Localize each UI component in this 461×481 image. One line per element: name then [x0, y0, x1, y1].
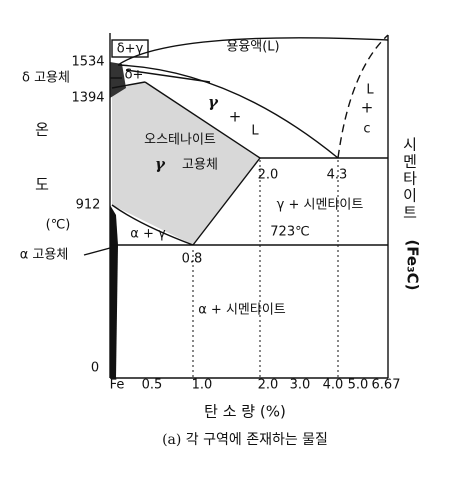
right-cementite-3: 이	[403, 187, 417, 205]
left-do: 도	[35, 176, 49, 194]
top-curve	[117, 37, 389, 66]
regions-l-c-1: +	[361, 99, 374, 117]
left-alpha-solid: α 고용체	[20, 248, 69, 263]
liquidus	[117, 64, 339, 159]
regions-austenite: 오스테나이트	[144, 133, 216, 148]
alpha-region	[110, 205, 118, 378]
acm-line	[192, 157, 261, 246]
guides	[192, 160, 339, 378]
solidus	[144, 81, 261, 159]
austenite-region	[112, 82, 260, 245]
points-t-723: 723℃	[270, 225, 309, 240]
points-c-2-0: 2.0	[258, 168, 279, 183]
regions-gamma-cementite: γ + 시멘타이트	[277, 198, 364, 213]
alpha-arrow	[83, 247, 111, 256]
left-t-1394: 1394	[71, 91, 104, 106]
x-ticks-5: 4.0	[323, 378, 344, 393]
frame	[83, 33, 389, 379]
x-ticks-3: 2.0	[258, 378, 279, 393]
regions-alpha-gamma: α + γ	[130, 227, 166, 242]
right-cementite-1: 멘	[403, 153, 417, 171]
x-ticks-4: 3.0	[290, 378, 311, 393]
x-ticks-1: 0.5	[142, 378, 163, 393]
regions-alpha-cementite: α + 시멘타이트	[198, 303, 286, 318]
delta-region	[110, 62, 126, 98]
points-c-4-3: 4.3	[327, 168, 348, 183]
left-t-0: 0	[91, 361, 99, 376]
a3-line	[111, 204, 194, 246]
right-cementite-0: 시	[403, 136, 417, 154]
right-cementite-4: 트	[403, 204, 417, 222]
points-c-0-8: 0.8	[182, 252, 203, 267]
regions-delta-plus: δ+	[125, 68, 144, 83]
delta-gamma-box	[111, 39, 149, 58]
x-title: 탄 소 량 (%)	[204, 403, 286, 421]
cementite-liquidus	[337, 34, 389, 159]
right-cementite-2: 타	[403, 170, 417, 188]
left-t-1534: 1534	[71, 55, 104, 70]
left-unit: (℃)	[46, 218, 71, 233]
regions-liquid: 용융액(L)	[226, 40, 279, 55]
regions-gamma-solid-0: γ	[155, 155, 166, 173]
regions-l-c-2: c	[363, 122, 370, 137]
x-ticks-7: 6.67	[372, 378, 401, 393]
x-ticks-0: Fe	[110, 378, 125, 393]
left-on: 온	[35, 121, 49, 139]
regions-gamma-solid-1: 고용체	[182, 158, 218, 173]
caption: (a) 각 구역에 존재하는 물질	[162, 432, 328, 448]
regions-gamma-l-2: L	[251, 124, 259, 139]
regions-delta-gamma: δ+γ	[117, 42, 144, 57]
left-delta-solid: δ 고용체	[22, 71, 70, 86]
x-ticks-2: 1.0	[192, 378, 213, 393]
right-formula: (Fe₃C)	[404, 239, 422, 290]
peritectic	[125, 69, 211, 83]
left-t-912: 912	[76, 198, 101, 213]
delta-line	[111, 81, 146, 89]
regions-l-c-0: L	[366, 83, 374, 98]
regions-gamma-l-1: +	[229, 108, 242, 126]
x-ticks-6: 5.0	[348, 378, 369, 393]
regions-gamma-l-0: γ	[208, 93, 219, 111]
